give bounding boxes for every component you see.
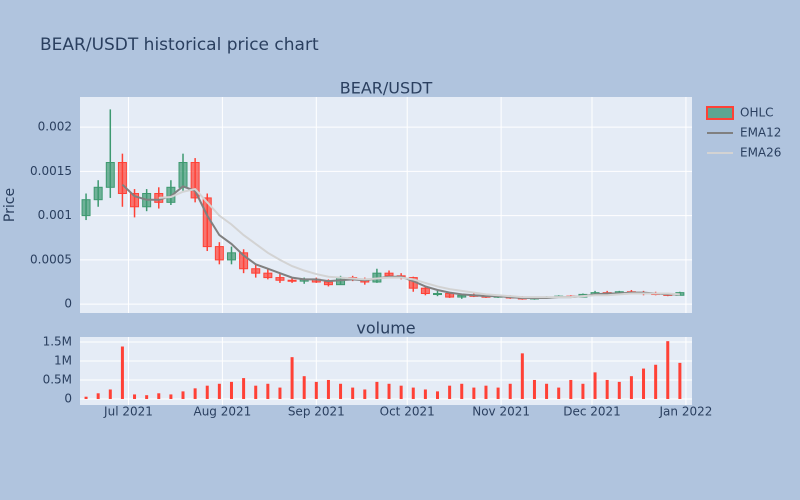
candle-body [239,252,249,270]
volume-bar [193,388,197,399]
candle-body [275,277,285,281]
candle-body [420,287,430,295]
volume-bar [532,379,536,399]
y-tick-label: 0.002 [38,120,72,134]
y-axis-label: Price [2,188,18,222]
x-tick-label: Jul 2021 [103,405,153,419]
x-tick-label: Nov 2021 [472,405,530,419]
volume-bar [569,379,573,399]
volume-bar [145,395,149,399]
volume-bar [557,387,561,399]
legend-label: OHLC [740,106,774,120]
volume-bar [205,385,209,399]
volume-bar [678,362,682,399]
candle-body [178,162,188,188]
volume-bar [229,381,233,399]
legend-swatch [706,106,734,120]
volume-bar [133,394,137,399]
chart-title: BEAR/USDT [340,79,433,98]
volume-bar [96,393,100,399]
candle-body [433,293,443,296]
x-tick-label: Aug 2021 [193,405,251,419]
volume-bar [581,383,585,399]
volume-bar [375,381,379,399]
volume-bar [108,389,112,399]
volume-bar [169,394,173,399]
volume-bar [520,353,524,399]
volume-bar [593,372,597,399]
volume-bar [278,387,282,399]
y-tick-label: 1.5M [43,334,72,348]
candle-body [105,162,115,188]
plot-area [80,97,692,313]
x-tick-label: Dec 2021 [563,405,621,419]
x-tick-label: Oct 2021 [380,405,435,419]
candle-body [214,246,224,261]
volume-bar [314,381,318,399]
volume-bar [411,387,415,399]
x-tick-label: Sep 2021 [288,405,345,419]
volume-bar [254,385,258,399]
volume-bar [326,379,330,399]
candle-body [323,281,333,286]
volume-bar [484,385,488,399]
volume-bar [157,393,161,399]
volume-bar [436,391,440,399]
y-tick-label: 0.5M [43,372,72,386]
candle-body [384,272,394,277]
volume-bar [302,376,306,399]
y-tick-label: 0.0015 [30,164,72,178]
volume-bar [545,383,549,399]
volume-bar [351,387,355,399]
volume-bar [387,383,391,399]
chart-title: volume [356,319,415,338]
volume-bar [666,341,670,399]
y-tick-label: 0 [64,391,72,405]
candle-body [263,272,273,279]
volume-bar [460,383,464,399]
legend-label: EMA26 [740,146,781,160]
volume-bar [363,389,367,399]
candle-body [130,192,140,208]
x-tick-label: Jan 2022 [659,405,713,419]
ema-line [158,187,680,299]
volume-bar [654,364,658,399]
volume-bar [508,383,512,399]
volume-bar [605,379,609,399]
volume-bar [217,383,221,399]
volume-bar [629,376,633,399]
volume-bar [423,389,427,399]
volume-bar [472,387,476,399]
candle-body [81,199,91,217]
page-title: BEAR/USDT historical price chart [40,35,319,55]
volume-bar [120,346,124,399]
candle-body [287,279,297,282]
volume-bar [290,357,294,399]
y-tick-label: 0.001 [38,208,72,222]
legend-label: EMA12 [740,126,781,140]
volume-bar [642,368,646,399]
volume-bar [339,383,343,399]
volume-bar [617,381,621,399]
volume-bar [496,387,500,399]
candle-body [251,268,261,274]
candle-body [117,162,127,194]
volume-bar [448,385,452,399]
candle-body [226,252,236,261]
y-tick-label: 0 [64,297,72,311]
candle-body [190,162,200,199]
volume-bar [181,391,185,399]
candle-body [93,186,103,201]
volume-bar [242,378,246,399]
volume-bar [266,383,270,399]
volume-bar [84,396,88,399]
volume-bar [399,385,403,399]
y-tick-label: 1M [54,353,72,367]
y-tick-label: 0.0005 [30,252,72,266]
